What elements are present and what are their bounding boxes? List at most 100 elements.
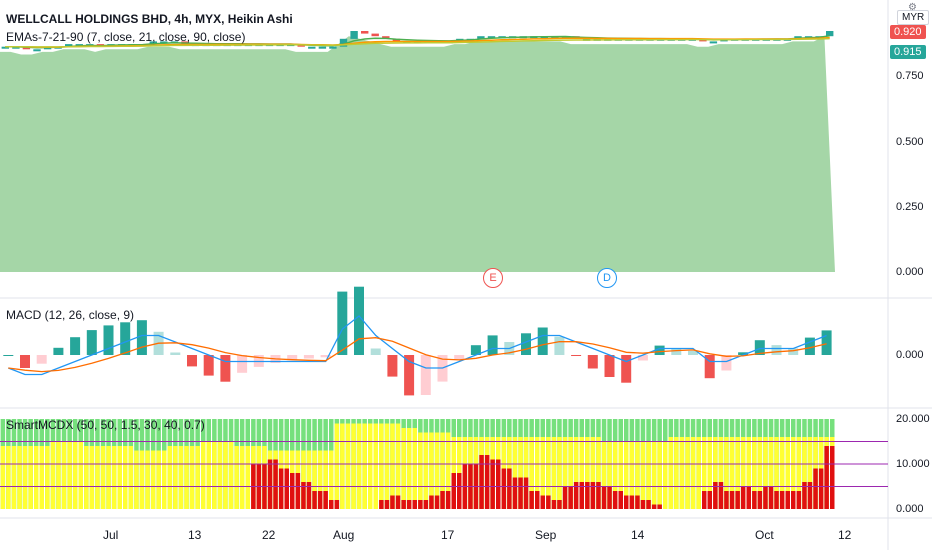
smart-yellow-bar <box>646 441 651 509</box>
smart-red-bar <box>551 500 557 509</box>
smart-yellow-bar <box>395 423 401 509</box>
smart-red-bar <box>573 482 579 509</box>
smart-yellow-bar <box>128 446 134 509</box>
macd-indicator-label[interactable]: MACD (12, 26, close, 9) <box>6 308 135 322</box>
smart-yellow-bar <box>562 437 568 509</box>
macd-lines <box>8 315 827 376</box>
macd-hist-bar <box>821 330 832 355</box>
macd-hist-bar <box>170 352 181 355</box>
smart-red-bar <box>768 486 774 509</box>
smart-yellow-bar <box>239 446 245 509</box>
dividend-event-marker[interactable]: D <box>597 268 617 288</box>
smart-red-bar <box>401 500 406 509</box>
smart-red-bar <box>278 468 284 509</box>
candle <box>160 41 168 44</box>
candle <box>308 46 316 49</box>
macd-hist-bar <box>788 348 799 355</box>
smart-red-bar <box>635 495 640 509</box>
macd-hist-bar <box>3 355 14 356</box>
smart-red-bar <box>651 504 657 509</box>
smart-yellow-bar <box>740 437 746 509</box>
macd-hist-bar <box>704 355 715 379</box>
smart-red-bar <box>774 491 779 509</box>
smart-levels <box>0 441 888 487</box>
smart-tick: 10.000 <box>896 458 930 470</box>
macd-hist-bar <box>187 355 197 367</box>
smart-yellow-bar <box>629 441 635 509</box>
smart-red-bar <box>457 473 462 509</box>
smart-yellow-bar <box>401 428 406 509</box>
smart-yellow-bar <box>746 437 751 509</box>
macd-hist-bar <box>70 337 81 355</box>
smart-yellow-bar <box>390 423 395 509</box>
smart-red-bar <box>312 491 317 509</box>
smart-yellow-bar <box>418 432 423 509</box>
last-price-tag: 0.920 <box>890 25 926 39</box>
smart-yellow-bar <box>752 437 757 509</box>
smart-yellow-bar <box>807 437 813 509</box>
smart-red-bar <box>518 477 523 509</box>
smart-yellow-bar <box>624 441 629 509</box>
smart-yellow-bar <box>774 437 779 509</box>
smart-red-bar <box>624 495 629 509</box>
candle <box>33 49 41 52</box>
candle <box>75 44 83 47</box>
smart-red-bar <box>429 495 434 509</box>
smart-red-bar <box>329 500 334 509</box>
currency-button[interactable]: MYR <box>897 10 930 25</box>
smart-red-bar <box>590 482 596 509</box>
smart-red-bar <box>585 482 590 509</box>
smart-red-bar <box>618 491 623 509</box>
smart-yellow-bar <box>635 441 640 509</box>
smart-yellow-bar <box>201 441 206 509</box>
signal-line <box>8 337 827 373</box>
settings-icon[interactable]: ⚙ <box>908 2 917 13</box>
macd-line <box>8 315 827 376</box>
earnings-event-marker[interactable]: E <box>483 268 503 288</box>
macd-hist-bar <box>554 336 565 355</box>
smart-yellow-bar <box>640 441 646 509</box>
smart-yellow-bar <box>206 441 211 509</box>
macd-hist-bar <box>287 355 298 361</box>
candle <box>477 36 485 39</box>
time-tick: 12 <box>838 528 852 542</box>
smartmcdx-indicator-label[interactable]: SmartMCDX (50, 50, 1.5, 30, 40, 0.7) <box>6 418 205 432</box>
smart-yellow-bar <box>802 437 807 509</box>
smart-red-bar <box>640 500 646 509</box>
smart-yellow-bar <box>323 450 328 509</box>
smart-yellow-bar <box>707 437 712 509</box>
smart-red-bar <box>579 482 584 509</box>
smart-red-bar <box>629 495 635 509</box>
macd-hist-bar <box>420 355 431 395</box>
candle <box>794 36 802 39</box>
smart-tick: 0.000 <box>896 503 924 515</box>
smart-yellow-bar <box>585 437 590 509</box>
ema-indicator-label[interactable]: EMAs-7-21-90 (7, close, 21, close, 90, c… <box>6 30 246 44</box>
time-tick: 22 <box>262 528 276 542</box>
candle <box>339 38 348 47</box>
macd-hist-bar <box>688 350 698 355</box>
smart-yellow-bar <box>679 437 685 509</box>
smart-yellow-bar <box>11 446 17 509</box>
smart-yellow-bar <box>406 428 412 509</box>
smart-yellow-bar <box>768 437 774 509</box>
macd-hist-bar <box>103 325 114 355</box>
smart-yellow-bar <box>690 437 696 509</box>
smart-red-bar <box>746 486 751 509</box>
ema-lines <box>5 35 830 49</box>
macd-hist-bar <box>487 335 498 355</box>
smart-yellow-bar <box>78 441 83 509</box>
smart-yellow-bar <box>546 437 551 509</box>
smart-yellow-bar <box>685 437 690 509</box>
smart-yellow-bar <box>139 450 145 509</box>
smart-red-bar <box>612 491 618 509</box>
smart-yellow-bar <box>573 437 579 509</box>
macd-hist-bar <box>771 345 782 355</box>
candle <box>329 46 337 49</box>
time-tick: Sep <box>535 528 557 542</box>
smart-red-bar <box>384 500 390 509</box>
smart-yellow-bar <box>145 450 150 509</box>
time-tick: Jul <box>103 528 119 542</box>
price-tick: 0.750 <box>896 70 924 82</box>
